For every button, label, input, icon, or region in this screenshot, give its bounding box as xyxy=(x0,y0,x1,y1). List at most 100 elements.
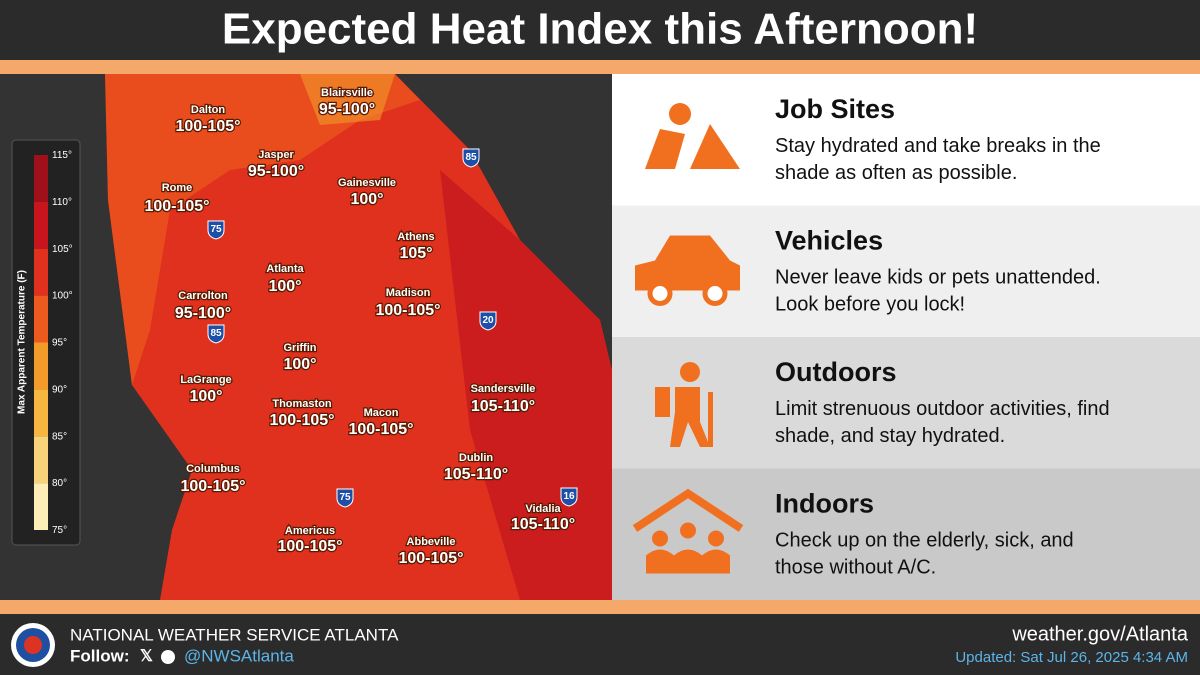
city-value: 105° xyxy=(399,245,432,262)
city-name: Gainesville xyxy=(338,177,396,189)
handle[interactable]: @NWSAtlanta xyxy=(184,646,294,665)
city-value: 95-100° xyxy=(248,163,304,180)
panel-title: Indoors xyxy=(775,489,874,519)
legend-band xyxy=(34,201,48,249)
highway-label: 16 xyxy=(563,491,575,502)
legend-tick: 105° xyxy=(52,244,73,255)
highway-label: 20 xyxy=(482,315,494,326)
follow: Follow: xyxy=(70,646,129,665)
panel-title: Job Sites xyxy=(775,94,895,124)
city-name: Blairsville xyxy=(321,87,373,99)
city-name: Abbeville xyxy=(407,536,456,548)
icon xyxy=(680,522,696,539)
city-value: 100-105° xyxy=(348,421,413,438)
city-name: Atlanta xyxy=(266,263,304,275)
city-name: Rome xyxy=(162,182,193,194)
highway-label: 75 xyxy=(339,492,351,503)
city-name: Madison xyxy=(386,287,431,299)
legend-tick: 80° xyxy=(52,478,67,489)
highway-shield xyxy=(207,324,225,344)
city-value: 100° xyxy=(189,388,222,405)
icon xyxy=(652,530,668,547)
icon xyxy=(669,103,691,125)
city-name: Columbus xyxy=(186,463,240,475)
city-value: 100-105° xyxy=(277,538,342,555)
icon xyxy=(632,488,744,532)
city-value: 100-105° xyxy=(398,550,463,567)
legend-tick: 115° xyxy=(52,150,72,161)
city-name: Americus xyxy=(285,525,335,537)
city-value: 105-110° xyxy=(511,516,575,533)
city-name: Athens xyxy=(397,231,434,243)
city-name: Sandersville xyxy=(471,383,536,395)
city-name: Vidalia xyxy=(525,503,561,515)
icon xyxy=(647,281,673,306)
website[interactable]: weather.gov/Atlanta xyxy=(1011,623,1189,645)
city-name: Macon xyxy=(364,407,399,419)
legend-band xyxy=(34,389,48,437)
icon xyxy=(635,235,740,291)
panel-text: shade as often as possible. xyxy=(775,162,1017,184)
city-name: Jasper xyxy=(258,149,294,161)
panel-title: Vehicles xyxy=(775,226,883,256)
city-value: 100-105° xyxy=(175,118,240,135)
logo xyxy=(24,636,42,654)
cooler-area xyxy=(300,74,395,125)
x-icon[interactable]: 𝕏 xyxy=(140,648,153,665)
legend-tick: 75° xyxy=(52,525,67,536)
legend-tick: 110° xyxy=(52,197,72,208)
panel-text: Look before you lock! xyxy=(775,294,965,316)
highway-label: 75 xyxy=(210,224,222,235)
city-name: LaGrange xyxy=(180,374,231,386)
legend-tick: 85° xyxy=(52,431,67,442)
stripe xyxy=(0,60,1200,74)
city-value: 95-100° xyxy=(319,101,375,118)
office: NATIONAL WEATHER SERVICE ATLANTA xyxy=(70,625,399,644)
legend-band xyxy=(34,295,48,343)
city-value: 100° xyxy=(283,356,316,373)
highway-shield xyxy=(479,311,497,331)
title: Expected Heat Index this Afternoon! xyxy=(222,5,978,54)
legend-band xyxy=(34,248,48,296)
icon xyxy=(702,281,728,306)
city-value: 105-110° xyxy=(444,466,508,483)
highway-label: 85 xyxy=(210,328,222,339)
city-name: Dublin xyxy=(459,452,493,464)
panel-text: those without A/C. xyxy=(775,557,936,579)
panel-title: Outdoors xyxy=(775,357,897,387)
icon xyxy=(674,549,702,574)
legend-band xyxy=(34,436,48,484)
city-name: Dalton xyxy=(191,104,226,116)
legend-tick: 95° xyxy=(52,338,67,349)
updated: Updated: Sat Jul 26, 2025 4:34 AM xyxy=(955,649,1188,666)
icon xyxy=(645,124,740,169)
city-name: Carrolton xyxy=(178,290,228,302)
highway-label: 85 xyxy=(465,152,477,163)
highway-shield xyxy=(336,488,354,508)
legend-tick: 100° xyxy=(52,291,73,302)
legend-band xyxy=(34,342,48,390)
icon xyxy=(708,530,724,547)
facebook-icon[interactable] xyxy=(161,650,175,664)
city-value: 100° xyxy=(268,278,301,295)
city-value: 100-105° xyxy=(180,478,245,495)
icon xyxy=(702,549,730,574)
city-value: 100-105° xyxy=(144,198,209,215)
legend-title: Max Apparent Temperature (F) xyxy=(17,270,28,414)
stripe xyxy=(0,600,1200,614)
panels: Job Sites Stay hydrated and take breaks i… xyxy=(612,74,1200,600)
footer: NATIONAL WEATHER SERVICE ATLANTA Follow:… xyxy=(11,623,1189,667)
highway-shield xyxy=(560,487,578,507)
highway-shield xyxy=(207,220,225,240)
panel-text: shade, and stay hydrated. xyxy=(775,425,1005,447)
legend-band xyxy=(34,155,48,202)
icon xyxy=(646,549,674,574)
panel-text: Check up on the elderly, sick, and xyxy=(775,530,1074,552)
city-value: 100-105° xyxy=(375,302,440,319)
city-value: 100° xyxy=(350,191,383,208)
panel-text: Limit strenuous outdoor activities, find xyxy=(775,398,1110,420)
panel-text: Stay hydrated and take breaks in the xyxy=(775,135,1101,157)
highway-shield xyxy=(462,148,480,168)
panel-text: Never leave kids or pets unattended. xyxy=(775,267,1101,289)
